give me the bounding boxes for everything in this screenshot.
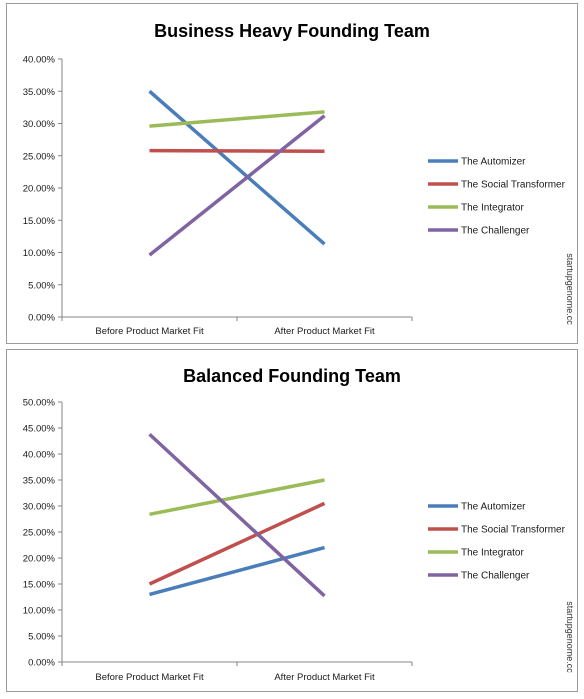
legend-label: The Integrator: [461, 548, 524, 559]
y-tick-label: 30.00%: [23, 502, 56, 513]
chart-title: Balanced Founding Team: [183, 366, 401, 386]
x-category-label: Before Product Market Fit: [95, 326, 204, 337]
y-tick-label: 35.00%: [23, 476, 56, 487]
y-tick-label: 35.00%: [23, 87, 56, 98]
y-tick-label: 0.00%: [28, 313, 55, 324]
chart-title: Business Heavy Founding Team: [154, 21, 430, 41]
y-tick-label: 45.00%: [23, 424, 56, 435]
y-tick-label: 30.00%: [23, 119, 56, 130]
watermark-text: startupgenome.cc: [565, 253, 575, 325]
series-line-social-transformer: [148, 501, 326, 586]
y-tick-label: 25.00%: [23, 151, 56, 162]
legend-label: The Challenger: [461, 571, 530, 582]
y-tick-label: 40.00%: [23, 55, 56, 66]
series-line-automizer: [149, 545, 325, 597]
legend-label: The Automizer: [461, 157, 526, 168]
chart-business-heavy: Business Heavy Founding Team 0.00% 5.00% 10…: [23, 21, 575, 337]
y-tick-label: 0.00%: [28, 658, 55, 669]
legend-label: The Integrator: [461, 203, 524, 214]
watermark-text: startupgenome.cc: [565, 601, 575, 673]
series-line-social-transformer: [149, 148, 325, 153]
y-tick-label: 20.00%: [23, 554, 56, 565]
chart-balanced: Balanced Founding Team 0.00% 5.00% 10.00% 15…: [23, 366, 575, 683]
y-tick-label: 10.00%: [23, 606, 56, 617]
series-line-integrator: [149, 478, 325, 517]
series-line-challenger: [148, 114, 326, 257]
x-category-label: Before Product Market Fit: [95, 672, 204, 683]
x-category-label: After Product Market Fit: [274, 672, 375, 683]
legend-label: The Challenger: [461, 226, 530, 237]
y-tick-label: 50.00%: [23, 398, 56, 409]
y-tick-label: 15.00%: [23, 216, 56, 227]
chart-panel-business-heavy: Business Heavy Founding Team 0.00% 5.00% 10…: [6, 3, 578, 344]
legend-label: The Social Transformer: [461, 525, 566, 536]
x-category-label: After Product Market Fit: [274, 326, 375, 337]
legend-label: The Social Transformer: [461, 180, 566, 191]
chart-panel-balanced: Balanced Founding Team 0.00% 5.00% 10.00% 15…: [6, 349, 578, 692]
series-line-challenger: [148, 432, 326, 598]
y-tick-label: 10.00%: [23, 248, 56, 259]
y-tick-label: 25.00%: [23, 528, 56, 539]
series-line-automizer: [148, 89, 326, 246]
y-tick-label: 40.00%: [23, 450, 56, 461]
y-tick-label: 5.00%: [28, 632, 55, 643]
legend-label: The Automizer: [461, 502, 526, 513]
y-tick-label: 15.00%: [23, 580, 56, 591]
y-tick-label: 5.00%: [28, 280, 55, 291]
y-tick-label: 20.00%: [23, 184, 56, 195]
series-line-integrator: [149, 110, 325, 128]
